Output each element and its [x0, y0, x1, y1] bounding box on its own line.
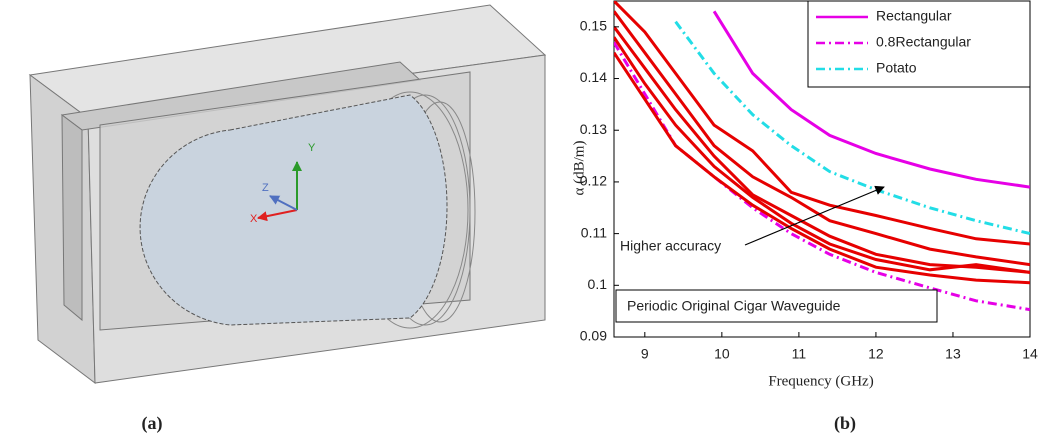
annotation: Periodic Original Cigar Waveguide: [627, 298, 841, 314]
x-tick-label: 14: [1022, 346, 1038, 362]
x-tick-label: 13: [945, 346, 961, 362]
annotation: Higher accuracy: [620, 238, 721, 254]
y-tick-label: 0.14: [580, 69, 607, 85]
triad-label: Z: [262, 182, 269, 194]
y-tick-label: 0.11: [581, 224, 607, 240]
y-tick-label: 0.09: [580, 328, 607, 344]
y-tick-label: 0.13: [580, 121, 607, 137]
triad-label: Y: [308, 142, 316, 154]
waveguide-model: [30, 5, 545, 383]
legend-label: 0.8Rectangular: [876, 34, 971, 50]
figure: Y X Z (a) (b) Frequency (GHz) α (dB/m) H…: [0, 0, 1041, 441]
x-tick-label: 9: [641, 346, 649, 362]
y-tick-label: 0.1: [588, 276, 608, 292]
legend-label: Rectangular: [876, 8, 952, 24]
x-tick-label: 12: [868, 346, 884, 362]
triad-label: X: [250, 213, 258, 225]
legend-label: Potato: [876, 60, 917, 76]
y-tick-label: 0.15: [580, 18, 607, 34]
x-tick-label: 11: [792, 346, 807, 362]
y-tick-label: 0.12: [580, 173, 607, 189]
panel-caption: (b): [834, 413, 856, 434]
x-tick-label: 10: [714, 346, 730, 362]
x-axis-label: Frequency (GHz): [768, 373, 873, 389]
panel-caption: (a): [142, 413, 163, 434]
